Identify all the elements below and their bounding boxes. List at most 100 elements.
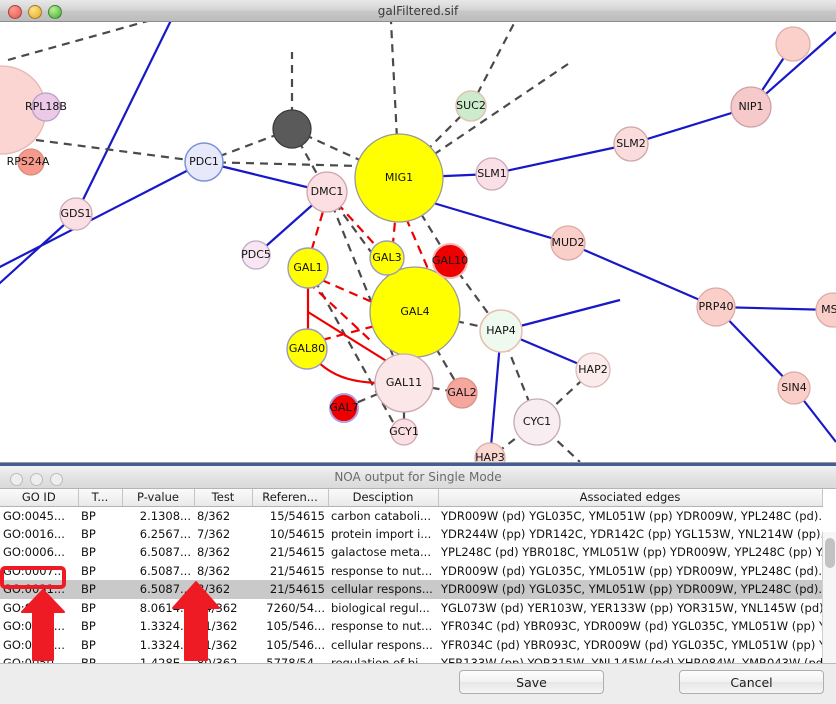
node-partial-top[interactable] — [775, 26, 811, 62]
node-HAP4[interactable] — [479, 309, 523, 353]
table-row[interactable]: GO:0016... BP 6.2567... 7/362 10/54615 protei… — [0, 525, 822, 544]
noa-zoom-button[interactable] — [50, 473, 63, 486]
node-MIG1[interactable] — [354, 133, 444, 223]
close-button[interactable] — [8, 5, 22, 19]
node-GAL10[interactable] — [432, 243, 468, 279]
cell-type: BP — [81, 545, 96, 560]
column-header-test[interactable]: Test — [194, 489, 253, 507]
table-row[interactable]: GO:0006... BP 6.5087... 8/362 21/54615 galact… — [0, 543, 822, 562]
cell-description: regulation of bi... — [331, 656, 430, 664]
node-GAL2[interactable] — [446, 377, 478, 409]
table-row[interactable]: GO:0031... BP 6.5087... 8/362 21/54615 cellul… — [0, 580, 822, 599]
cell-type: BP — [81, 600, 96, 615]
noa-table-body[interactable]: GO:0045... BP 2.1308... 8/362 15/54615 carbon… — [0, 506, 822, 664]
node-SLM2[interactable] — [613, 126, 649, 162]
cell-reference: 105/546... — [266, 619, 325, 634]
cell-test: 8/362 — [197, 545, 231, 560]
noa-close-button[interactable] — [10, 473, 23, 486]
noa-output-panel: NOA output for Single Mode GO ID T... P-… — [0, 462, 836, 704]
header-row: GO ID T... P-value Test Referen... Desci… — [0, 489, 823, 507]
node-RPL18B[interactable] — [31, 92, 61, 122]
node-MSI[interactable] — [815, 292, 836, 328]
node-GAL11[interactable] — [374, 353, 434, 413]
noa-table-scrollbar-thumb[interactable] — [825, 538, 835, 568]
column-header-description[interactable]: Desciption — [328, 489, 439, 507]
cell-p-value: 6.5087... — [139, 545, 191, 560]
cell-type: BP — [81, 619, 96, 634]
table-row[interactable]: GO:0050... BP 1.428E... 80/362 5778/54... reg… — [0, 654, 822, 664]
network-graph[interactable]: RPL18B RPS24A GDS1 PDC1 PDC5 DMC1 MIG1 S… — [0, 22, 836, 462]
cancel-button[interactable]: Cancel — [679, 670, 824, 694]
node-GAL3[interactable] — [369, 240, 405, 276]
minimize-button[interactable] — [28, 5, 42, 19]
node-DMC1[interactable] — [306, 171, 348, 213]
column-header-reference[interactable]: Referen... — [252, 489, 329, 507]
node-label-SLM1: SLM1 — [477, 167, 507, 180]
window-titlebar: galFiltered.sif — [0, 0, 836, 22]
column-header-type[interactable]: T... — [78, 489, 123, 507]
node-GAL80[interactable] — [286, 328, 328, 370]
node-SLM1[interactable] — [475, 157, 509, 191]
node-label-PDC1: PDC1 — [189, 155, 219, 168]
column-header-go-id[interactable]: GO ID — [0, 489, 79, 507]
node-label-CYC1: CYC1 — [523, 415, 551, 428]
cell-reference: 5778/54... — [266, 656, 325, 664]
edge-red-dashed — [321, 320, 391, 342]
table-row[interactable]: GO:0031... BP 1.3324... 11/362 105/546... res… — [0, 617, 822, 636]
edge-dashed — [470, 22, 517, 107]
node-GAL7[interactable] — [329, 393, 359, 423]
node-label-MUD2: MUD2 — [551, 236, 584, 249]
node-PRP40[interactable] — [696, 287, 736, 327]
edge-blue — [203, 160, 328, 194]
cell-p-value: 8.0614... — [139, 600, 191, 615]
node-SIN4[interactable] — [777, 371, 811, 405]
edge-blue — [0, 161, 205, 269]
node-PDC1[interactable] — [184, 142, 224, 182]
noa-table-container[interactable]: GO ID T... P-value Test Referen... Desci… — [0, 489, 836, 664]
network-canvas[interactable]: RPL18B RPS24A GDS1 PDC1 PDC5 DMC1 MIG1 S… — [0, 22, 836, 462]
zoom-button[interactable] — [48, 5, 62, 19]
table-row[interactable]: GO:0007... BP 6.5087... 8/362 21/54615 respon… — [0, 562, 822, 581]
table-row[interactable]: GO:0065... BP 8.0614... 94/362 7260/54... bio… — [0, 599, 822, 618]
node-layer[interactable]: RPL18B RPS24A GDS1 PDC1 PDC5 DMC1 MIG1 S… — [0, 26, 836, 462]
node-RPS24A[interactable] — [17, 148, 45, 176]
noa-traffic-lights — [10, 473, 63, 486]
noa-results-table[interactable]: GO ID T... P-value Test Referen... Desci… — [0, 489, 823, 664]
save-button[interactable]: Save — [459, 670, 604, 694]
node-GAL1[interactable] — [287, 247, 329, 289]
table-row[interactable]: GO:0045... BP 2.1308... 8/362 15/54615 carbon… — [0, 506, 822, 525]
noa-table-scrollbar[interactable] — [822, 532, 836, 663]
node-label-NIP1: NIP1 — [738, 100, 763, 113]
noa-title: NOA output for Single Mode — [334, 470, 502, 484]
cell-test: 7/362 — [197, 526, 231, 541]
column-header-p-value[interactable]: P-value — [122, 489, 195, 507]
cell-test: 11/362 — [197, 619, 238, 634]
node-HAP3[interactable] — [474, 442, 506, 462]
node-NIP1[interactable] — [730, 86, 772, 128]
cell-go-id: GO:0016... — [3, 526, 65, 541]
edge-red-dashed — [404, 217, 434, 279]
noa-minimize-button[interactable] — [30, 473, 43, 486]
node-GDS1[interactable] — [59, 197, 93, 231]
node-label-GAL7: GAL7 — [329, 401, 358, 414]
node-label-GAL4: GAL4 — [400, 305, 429, 318]
node-SUC2[interactable] — [455, 90, 487, 122]
node-unlabeled-dark[interactable] — [272, 109, 312, 149]
node-CYC1[interactable] — [513, 398, 561, 446]
cell-associated-edges: YGL073W (pd) YER103W, YER133W (pp) YOR31… — [441, 600, 822, 615]
edge-blue — [0, 213, 77, 285]
table-row[interactable]: GO:0031... BP 1.3324... 11/362 105/546... cel… — [0, 636, 822, 655]
cell-associated-edges: YDR244W (pp) YDR142C, YDR142C (pp) YGL15… — [441, 526, 822, 541]
window-traffic-lights — [8, 5, 62, 19]
node-label-DMC1: DMC1 — [311, 185, 344, 198]
cell-go-id: GO:0007... — [3, 563, 65, 578]
cell-reference: 15/54615 — [269, 508, 325, 523]
node-GCY1[interactable] — [390, 418, 418, 446]
noa-titlebar: NOA output for Single Mode — [0, 463, 836, 489]
node-HAP2[interactable] — [575, 352, 611, 388]
node-MUD2[interactable] — [550, 225, 586, 261]
node-PDC5[interactable] — [241, 240, 271, 270]
cell-p-value: 1.428E... — [139, 656, 191, 664]
cell-description: response to nut... — [331, 619, 433, 634]
column-header-associated-edges[interactable]: Associated edges — [438, 489, 823, 507]
